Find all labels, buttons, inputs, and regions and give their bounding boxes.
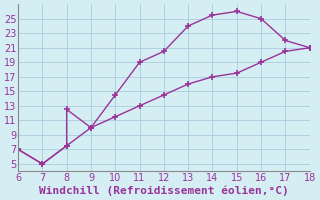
X-axis label: Windchill (Refroidissement éolien,°C): Windchill (Refroidissement éolien,°C) — [39, 185, 289, 196]
